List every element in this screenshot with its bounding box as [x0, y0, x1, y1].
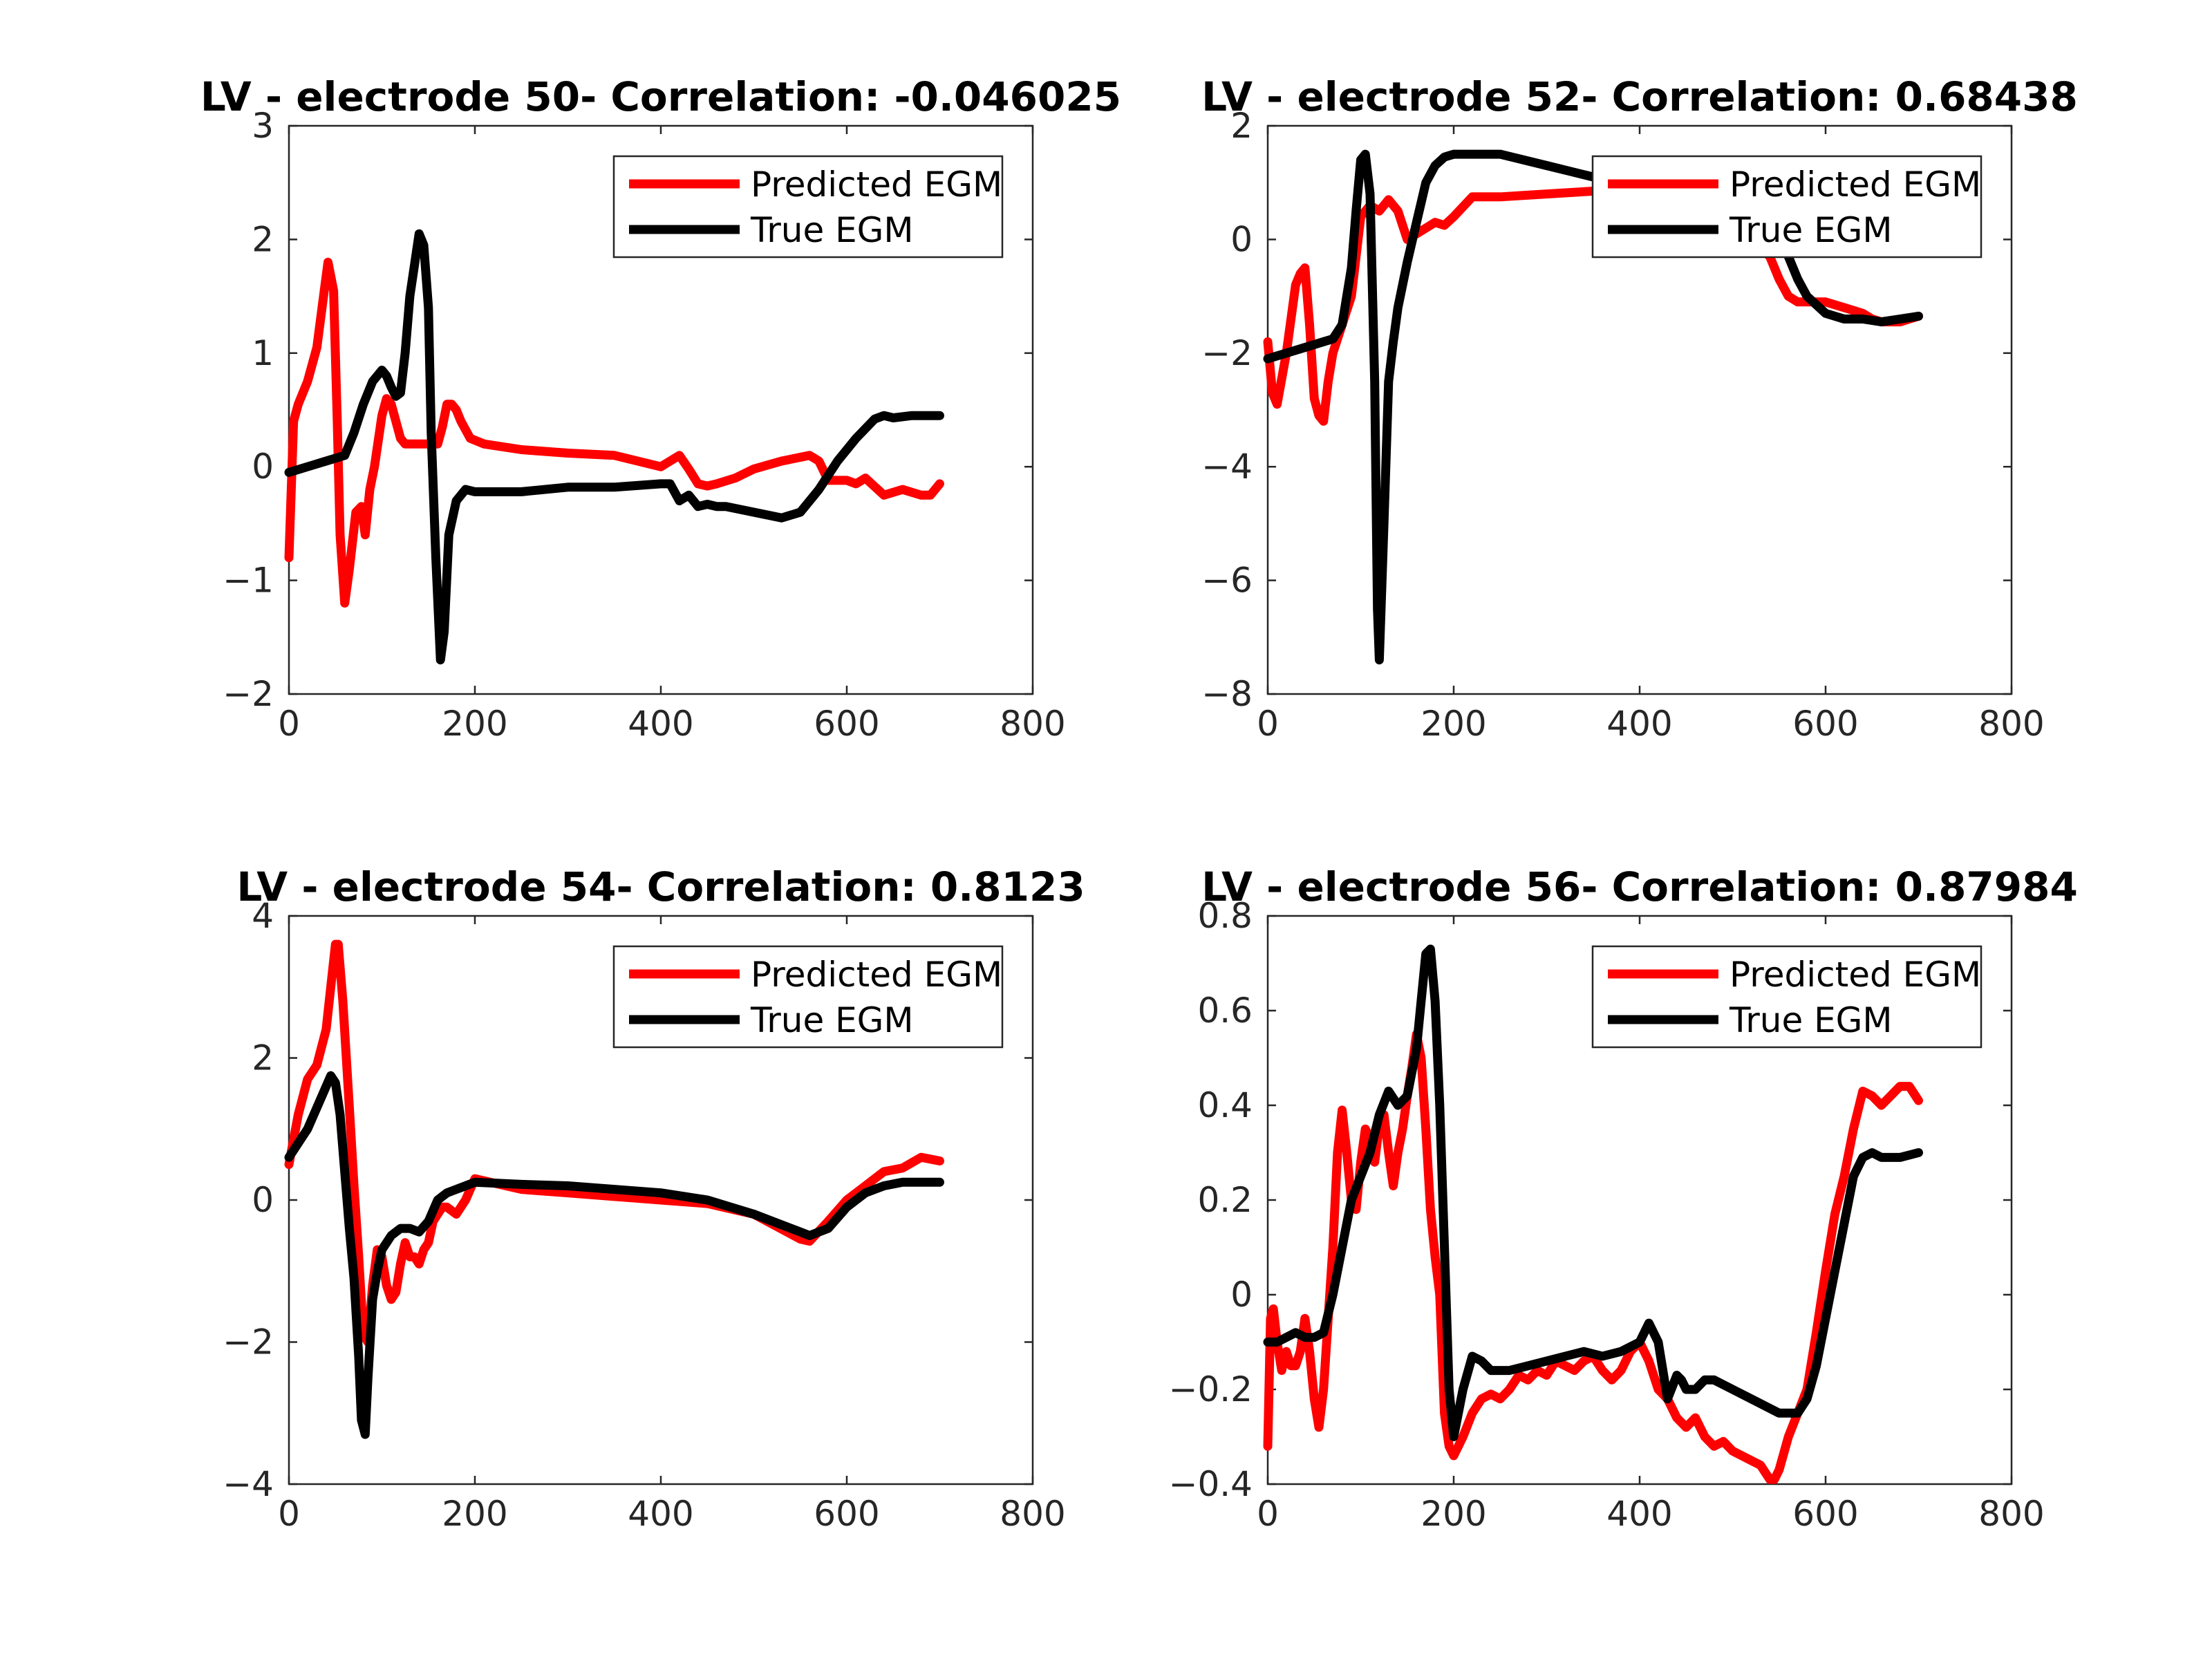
- legend-label: True EGM: [750, 210, 914, 250]
- y-tick-label: −0.2: [1169, 1369, 1253, 1409]
- y-tick-label: −8: [1201, 674, 1253, 714]
- y-tick-label: 0.4: [1197, 1085, 1253, 1125]
- true-egm-line: [1263, 149, 1923, 665]
- y-tick-label: −2: [223, 674, 274, 714]
- y-tick-label: 4: [252, 896, 274, 936]
- x-tick-label: 0: [278, 704, 300, 744]
- x-tick-label: 200: [1421, 704, 1486, 744]
- x-tick-label: 800: [1000, 704, 1065, 744]
- y-tick-label: 2: [252, 1038, 274, 1078]
- legend-box: [1591, 155, 1983, 259]
- x-tick-label: 200: [442, 1494, 507, 1534]
- legend-box: [1591, 945, 1983, 1049]
- y-tick-label: −0.4: [1169, 1464, 1253, 1504]
- x-tick-label: 400: [628, 1494, 693, 1534]
- x-tick-label: 200: [442, 704, 507, 744]
- legend-label: Predicted EGM: [751, 955, 1002, 995]
- y-tick-label: 0: [1230, 1275, 1253, 1315]
- x-tick-label: 400: [628, 704, 693, 744]
- y-tick-label: 2: [1230, 106, 1253, 146]
- subplot-2: 0 200 400 600 800 −8 −6 −4 −2 0 2 Predicted EGM True…: [1201, 73, 2078, 744]
- y-tick-label: 0: [252, 447, 274, 487]
- x-tick-label: 200: [1421, 1494, 1486, 1534]
- y-tick-label: 0.8: [1197, 896, 1253, 936]
- chart-title: LV - electrode 52- Correlation: 0.68438: [1201, 73, 2078, 120]
- y-tick-label: −4: [223, 1464, 274, 1504]
- x-tick-label: 0: [1257, 1494, 1279, 1534]
- x-tick-label: 0: [278, 1494, 300, 1534]
- x-tick-label: 600: [814, 704, 879, 744]
- y-tick-label: 3: [252, 106, 274, 146]
- chart-title: LV - electrode 50- Correlation: -0.04602…: [200, 73, 1121, 120]
- x-tick-label: 800: [1978, 704, 2044, 744]
- true-egm-line: [284, 1071, 944, 1439]
- y-tick-label: 0: [1230, 219, 1253, 259]
- x-tick-label: 400: [1606, 704, 1672, 744]
- x-tick-label: 600: [1792, 704, 1858, 744]
- true-egm-line: [1263, 944, 1923, 1441]
- legend-box: [612, 945, 1004, 1049]
- y-tick-label: −1: [223, 561, 274, 601]
- legend-label: True EGM: [1729, 210, 1893, 250]
- legend-label: Predicted EGM: [751, 165, 1002, 205]
- x-tick-label: 0: [1257, 704, 1279, 744]
- subplot-1: 0 200 400 600 800 −2 −1 0 1 2 3 Predicted EGM True E…: [200, 73, 1121, 744]
- y-tick-label: 2: [252, 219, 274, 259]
- subplot-4: 0 200 400 600 800 −0.4 −0.2 0 0.2 0.4 0.6 0.8 Predic…: [1169, 863, 2078, 1534]
- y-tick-label: −2: [223, 1322, 274, 1362]
- y-tick-label: 0.2: [1197, 1180, 1253, 1220]
- chart-title: LV - electrode 56- Correlation: 0.87984: [1201, 863, 2078, 910]
- legend-label: Predicted EGM: [1730, 955, 1981, 995]
- legend-box: [612, 155, 1004, 259]
- y-tick-label: 0.6: [1197, 991, 1253, 1031]
- x-tick-label: 600: [1792, 1494, 1858, 1534]
- true-egm-line: [284, 229, 944, 665]
- predicted-egm-line: [1263, 1029, 1923, 1484]
- legend-label: Predicted EGM: [1730, 165, 1981, 205]
- y-tick-label: 1: [252, 333, 274, 373]
- legend-label: True EGM: [1729, 1000, 1893, 1040]
- predicted-egm-line: [284, 939, 944, 1347]
- legend-label: True EGM: [750, 1000, 914, 1040]
- y-tick-label: −6: [1201, 561, 1253, 601]
- y-tick-label: −2: [1201, 333, 1253, 373]
- x-tick-label: 800: [1978, 1494, 2044, 1534]
- x-tick-label: 400: [1606, 1494, 1672, 1534]
- x-tick-label: 600: [814, 1494, 879, 1534]
- chart-title: LV - electrode 54- Correlation: 0.8123: [236, 863, 1085, 910]
- subplot-3: 0 200 400 600 800 −4 −2 0 2 4 Predicted EGM True EG…: [223, 863, 1085, 1534]
- predicted-egm-line: [284, 257, 944, 608]
- y-tick-label: 0: [252, 1180, 274, 1220]
- y-tick-label: −4: [1201, 447, 1253, 487]
- x-tick-label: 800: [1000, 1494, 1065, 1534]
